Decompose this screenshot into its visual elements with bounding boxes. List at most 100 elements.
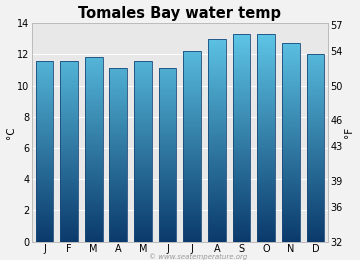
Bar	[307, 239, 324, 240]
Bar	[282, 148, 300, 150]
Bar	[257, 233, 275, 234]
Bar	[60, 160, 78, 161]
Bar	[233, 63, 251, 65]
Bar	[183, 53, 201, 55]
Bar	[134, 193, 152, 194]
Bar	[282, 51, 300, 52]
Bar	[159, 186, 176, 187]
Bar	[36, 204, 53, 205]
Bar	[282, 155, 300, 156]
Bar	[60, 239, 78, 240]
Bar	[208, 48, 226, 49]
Bar	[183, 144, 201, 145]
Bar	[36, 94, 53, 95]
Bar	[282, 96, 300, 97]
Bar	[159, 120, 176, 121]
Bar	[60, 213, 78, 214]
Bar	[257, 191, 275, 192]
Bar	[36, 61, 53, 62]
Bar	[60, 163, 78, 164]
Bar	[233, 240, 251, 242]
Bar	[208, 140, 226, 141]
Bar	[36, 225, 53, 226]
Bar	[307, 68, 324, 69]
Bar	[257, 183, 275, 184]
Bar	[60, 63, 78, 64]
Bar	[208, 138, 226, 139]
Bar	[60, 218, 78, 219]
Bar	[282, 64, 300, 65]
Bar	[208, 146, 226, 147]
Bar	[60, 183, 78, 184]
Bar	[36, 67, 53, 68]
Bar	[85, 95, 103, 96]
Bar	[183, 180, 201, 181]
Bar	[36, 194, 53, 196]
Bar	[233, 209, 251, 210]
Bar	[233, 132, 251, 133]
Bar	[159, 132, 176, 133]
Bar	[208, 105, 226, 106]
Bar	[60, 204, 78, 205]
Bar	[36, 189, 53, 190]
Bar	[134, 90, 152, 91]
Bar	[183, 179, 201, 180]
Bar	[233, 36, 251, 37]
Bar	[36, 153, 53, 154]
Bar	[109, 173, 127, 174]
Bar	[233, 107, 251, 108]
Bar	[134, 183, 152, 184]
Bar	[109, 141, 127, 142]
Bar	[257, 144, 275, 146]
Bar	[60, 209, 78, 210]
Bar	[282, 162, 300, 163]
Bar	[109, 111, 127, 112]
Bar	[60, 87, 78, 88]
Bar	[282, 76, 300, 77]
Bar	[36, 238, 53, 239]
Bar	[60, 129, 78, 130]
Bar	[257, 110, 275, 112]
Bar	[208, 120, 226, 121]
Bar	[109, 112, 127, 113]
Bar	[257, 102, 275, 103]
Bar	[109, 204, 127, 205]
Bar	[233, 41, 251, 42]
Bar	[85, 231, 103, 232]
Bar	[85, 74, 103, 75]
Bar	[159, 136, 176, 138]
Bar	[134, 89, 152, 90]
Bar	[36, 91, 53, 92]
Bar	[134, 170, 152, 171]
Bar	[282, 192, 300, 193]
Bar	[208, 49, 226, 50]
Bar	[307, 61, 324, 62]
Bar	[60, 85, 78, 86]
Bar	[60, 135, 78, 136]
Bar	[109, 187, 127, 188]
Bar	[208, 54, 226, 55]
Bar	[257, 234, 275, 235]
Bar	[208, 235, 226, 236]
Bar	[183, 174, 201, 175]
Bar	[208, 196, 226, 197]
Bar	[134, 180, 152, 181]
Bar	[233, 45, 251, 46]
Bar	[233, 79, 251, 80]
Bar	[183, 92, 201, 93]
Bar	[134, 114, 152, 115]
Bar	[109, 70, 127, 72]
Bar	[183, 128, 201, 129]
Bar	[134, 177, 152, 178]
Bar	[183, 228, 201, 229]
Bar	[233, 100, 251, 101]
Bar	[60, 187, 78, 188]
Bar	[282, 99, 300, 100]
Bar	[307, 183, 324, 184]
Bar	[257, 62, 275, 63]
Bar	[134, 61, 152, 62]
Bar	[109, 178, 127, 179]
Bar	[208, 84, 226, 85]
Bar	[85, 200, 103, 201]
Bar	[257, 91, 275, 92]
